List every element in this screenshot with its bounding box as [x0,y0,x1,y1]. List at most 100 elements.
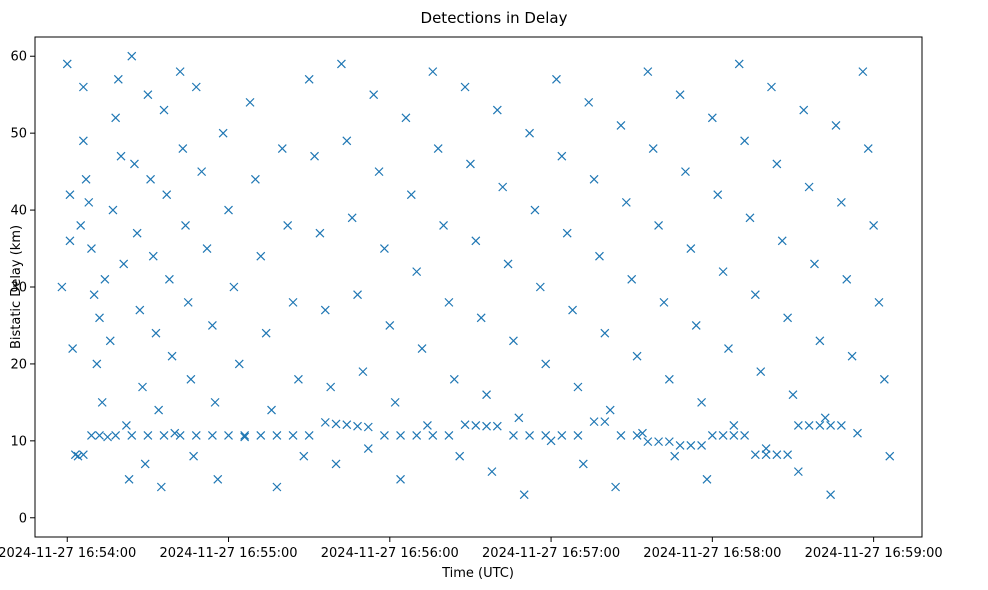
data-point [127,431,137,440]
data-point [100,274,110,284]
data-point [78,82,88,92]
data-point [124,474,134,484]
data-point [568,305,578,315]
data-point [65,236,75,246]
data-point [97,397,107,407]
data-point [788,390,798,400]
data-point [616,121,626,130]
data-point [256,251,266,261]
data-point [643,437,653,447]
data-point [320,417,330,427]
data-point [600,417,610,427]
data-point [589,417,599,427]
data-point [503,259,513,269]
data-point [347,213,357,223]
data-point [702,474,712,484]
data-point [175,431,185,440]
data-point [460,82,470,92]
data-points [57,51,895,500]
y-tick-label: 10 [10,434,27,449]
data-point [191,431,201,440]
x-tick-label: 2024-11-27 16:56:00 [321,546,459,561]
data-point [595,251,604,261]
data-point [772,159,782,169]
data-point [573,431,583,440]
x-tick-label: 2024-11-27 16:55:00 [159,546,297,561]
chart-title: Detections in Delay [421,9,568,27]
data-point [670,451,680,461]
data-point [320,305,330,315]
data-point [310,151,319,161]
data-point [616,431,626,440]
data-point [92,359,102,369]
data-point [729,431,739,440]
data-point [315,228,325,238]
data-point [267,405,276,415]
data-point [482,390,491,400]
data-point [175,67,185,77]
y-tick-label: 60 [10,50,27,65]
data-point [336,59,346,69]
data-point [783,313,793,323]
data-point [95,431,104,440]
data-point [557,431,567,440]
y-tick-label: 0 [19,511,27,526]
data-point [207,321,217,330]
data-point [654,221,664,230]
data-point [476,313,486,323]
data-point [135,305,145,315]
data-point [675,90,685,100]
data-point [471,421,481,430]
data-point [487,467,497,477]
data-point [379,431,389,440]
data-point [428,67,438,77]
data-point [836,197,846,207]
data-point [170,428,180,438]
x-tick-label: 2024-11-27 16:57:00 [482,546,620,561]
data-point [659,297,669,307]
data-point [514,413,524,423]
data-point [772,450,782,460]
data-point [396,431,405,440]
data-point [162,190,172,200]
data-point [799,105,809,115]
data-point [87,431,96,440]
data-point [729,421,739,430]
data-point [189,451,199,461]
data-point [108,205,118,215]
data-point [119,259,129,269]
data-point [167,351,177,361]
data-point [68,344,78,353]
data-point [138,382,147,392]
data-point [525,431,534,440]
data-point [151,328,161,338]
data-point [154,405,164,415]
data-point [256,431,266,440]
data-point [417,344,427,353]
data-point [62,59,72,69]
data-point [76,221,86,230]
data-point [552,74,561,84]
data-point [820,413,830,423]
data-point [70,450,80,460]
data-point [681,167,690,177]
data-point [869,221,879,230]
data-point [863,144,873,153]
y-tick-label: 50 [10,127,27,142]
data-point [423,421,432,430]
data-point [804,421,814,430]
data-point [573,382,583,392]
data-point [89,290,99,300]
data-point [186,374,196,384]
data-point [815,336,825,346]
x-tick-label: 2024-11-27 16:58:00 [643,546,781,561]
data-point [234,359,244,369]
data-point [65,190,75,200]
data-point [240,431,250,440]
data-point [697,397,707,407]
data-point [874,297,884,307]
data-point [81,174,91,184]
y-tick-label: 40 [10,204,27,219]
